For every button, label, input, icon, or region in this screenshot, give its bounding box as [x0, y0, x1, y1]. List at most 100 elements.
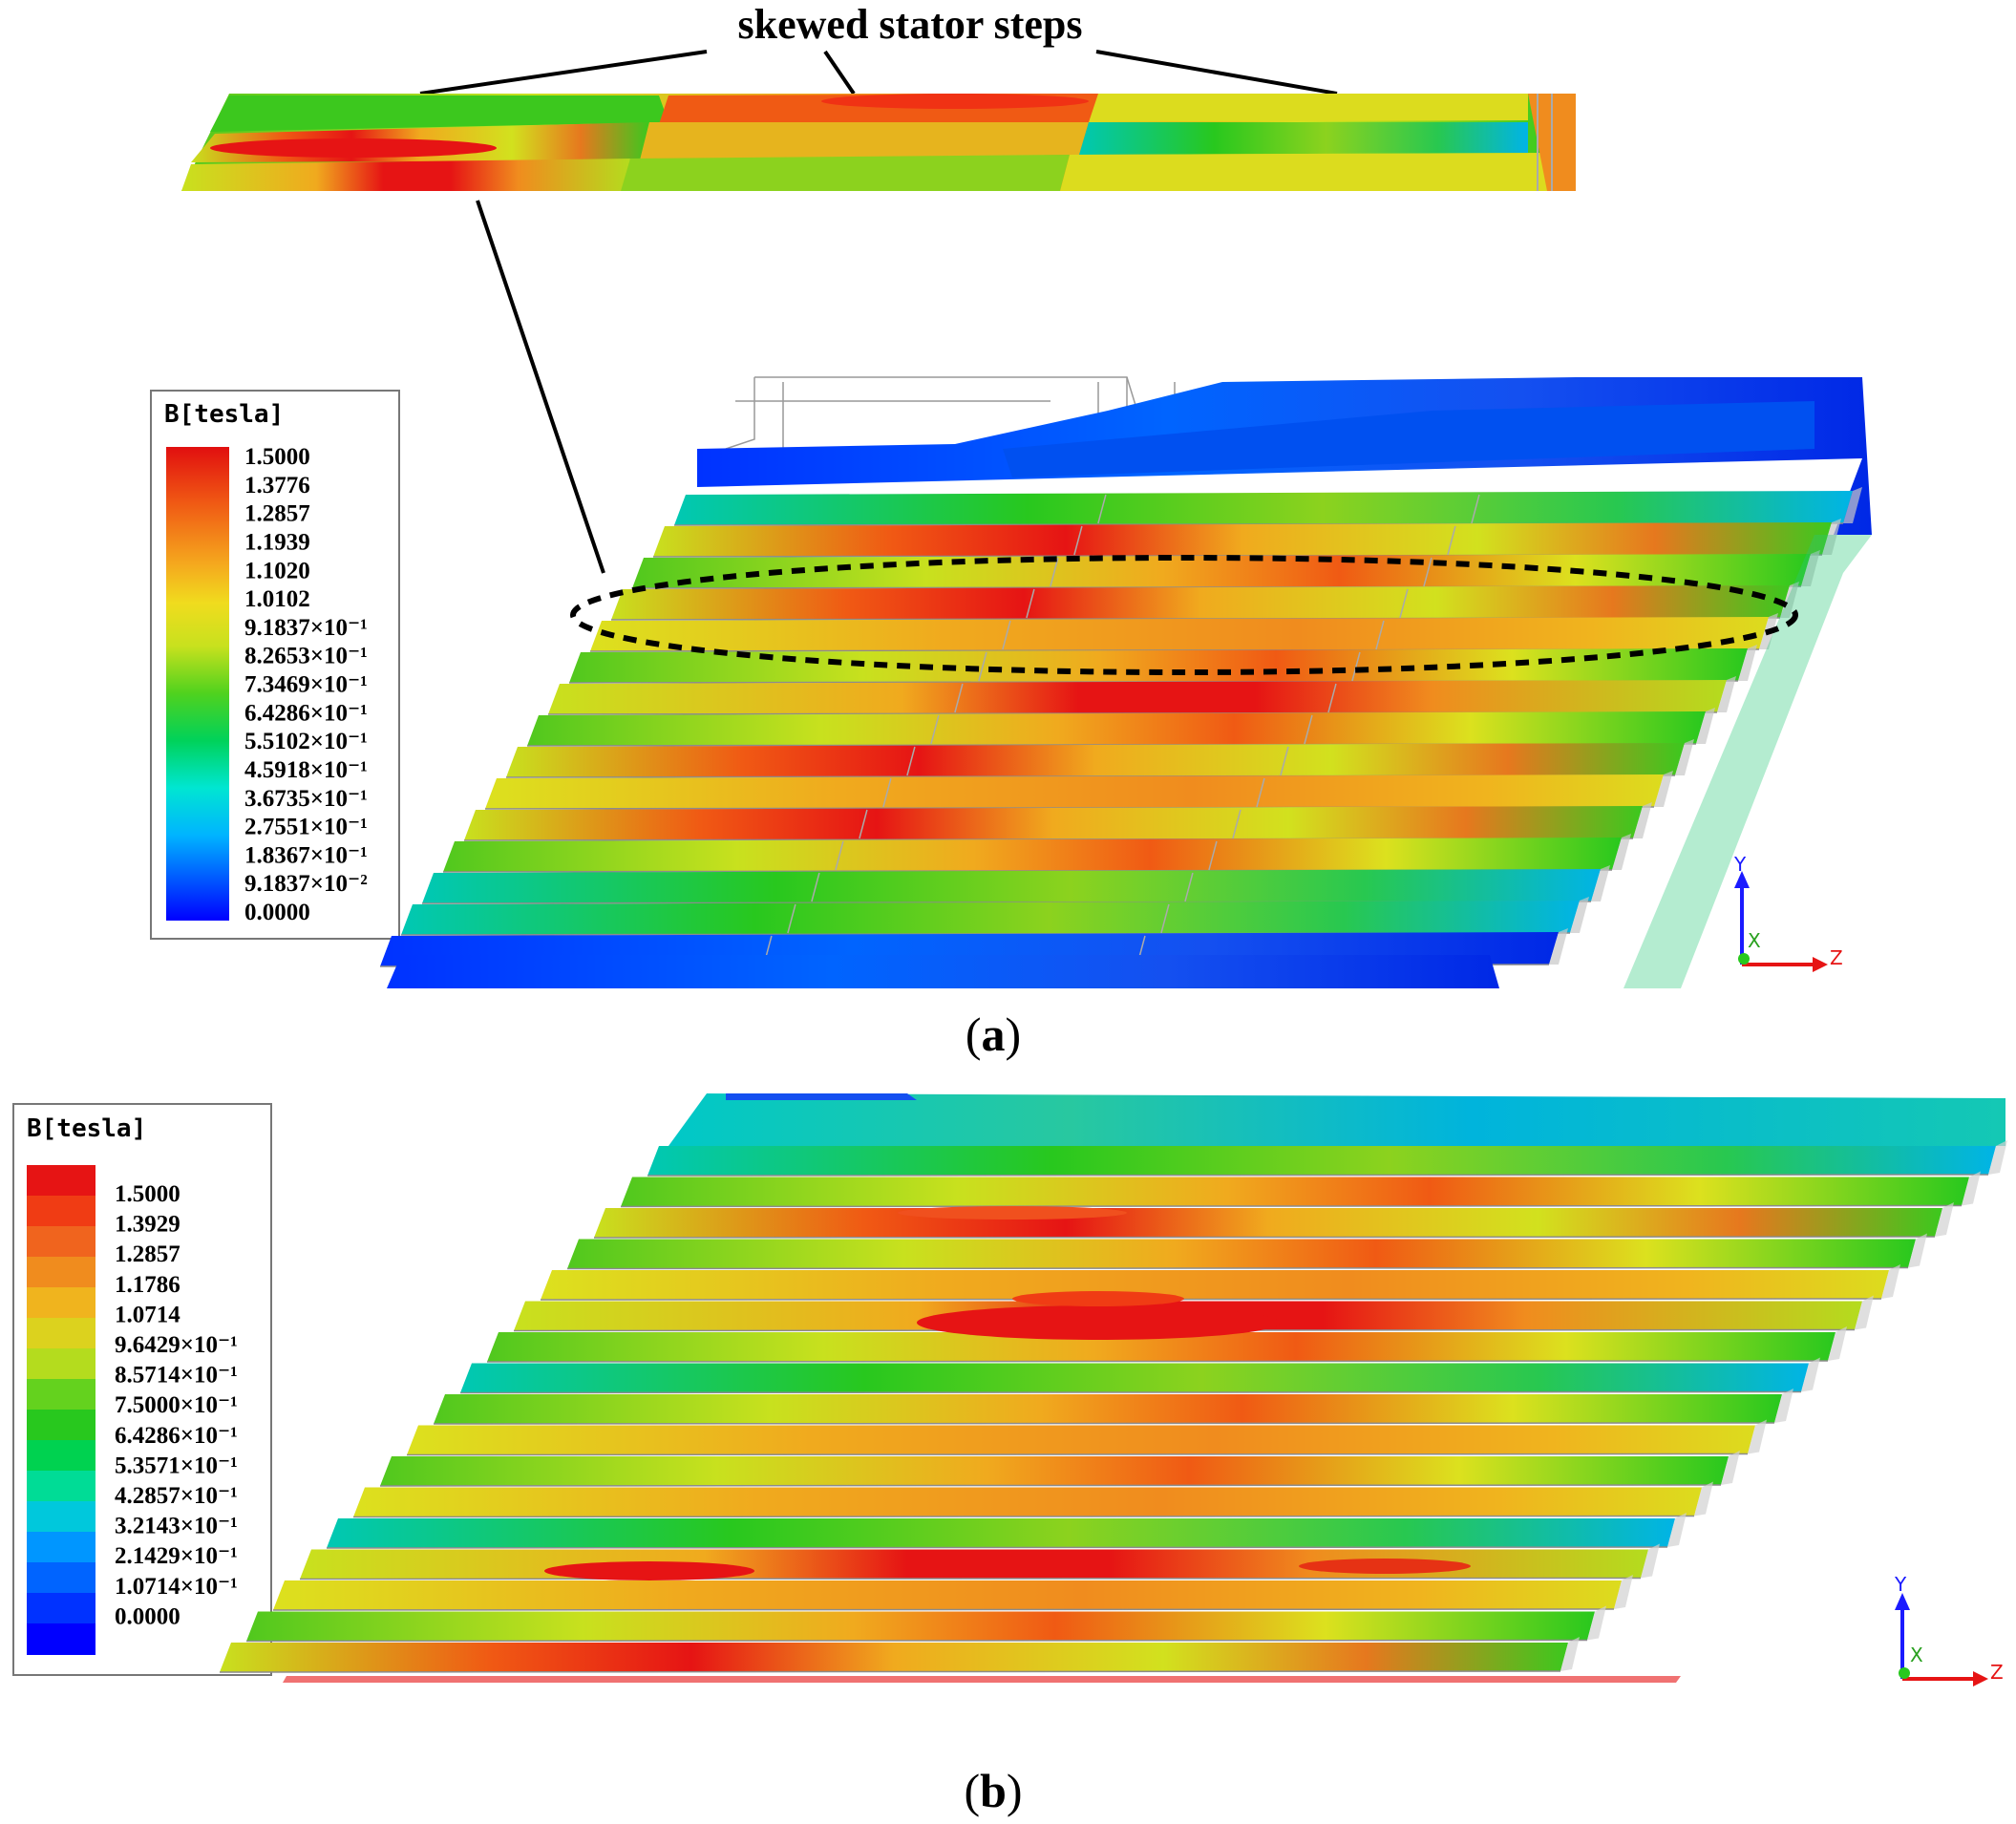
- stator-row-b: [407, 1425, 1755, 1455]
- stator-row-a: [653, 522, 1832, 557]
- legend-a-label: 3.6735×10⁻¹: [244, 786, 368, 812]
- stator-row-b: [380, 1456, 1729, 1486]
- axis-a-y: Y: [1733, 853, 1747, 876]
- stator-row-a: [401, 901, 1580, 935]
- legend-b-band: [27, 1532, 95, 1563]
- stator-row-b: [434, 1394, 1782, 1424]
- caption-a: (a): [966, 1007, 1021, 1061]
- zoom-inset: [181, 94, 1576, 191]
- legend-a-label: 9.1837×10⁻²: [244, 871, 368, 897]
- stator-row-a: [590, 617, 1769, 651]
- stator-row-a: [422, 869, 1601, 903]
- legend-b-label: 1.2857: [115, 1241, 180, 1267]
- caption-b: (b): [964, 1764, 1022, 1817]
- axis-a-x: X: [1748, 929, 1761, 952]
- hotspot-b: [917, 1305, 1280, 1340]
- stator-row-a: [674, 491, 1853, 525]
- legend-b-band: [27, 1593, 95, 1624]
- legend-b-band: [27, 1196, 95, 1227]
- legend-b-band: [27, 1287, 95, 1319]
- legend-b-label: 1.0714: [115, 1302, 180, 1327]
- legend-b-label: 2.1429×10⁻¹: [115, 1543, 238, 1569]
- legend-a-label: 8.2653×10⁻¹: [244, 644, 368, 669]
- legend-a-label: 1.8367×10⁻¹: [244, 842, 368, 868]
- legend-b: B[tesla] 1.5000 1.3929 1.2857 1.1786 1.0714 9…: [12, 1103, 272, 1676]
- legend-a-label: 1.3776: [244, 473, 310, 498]
- legend-b-label: 1.1786: [115, 1272, 180, 1298]
- legend-b-band: [27, 1471, 95, 1502]
- model-b: [219, 1093, 2007, 1683]
- legend-b-label: 7.5000×10⁻¹: [115, 1392, 238, 1418]
- legend-a-label: 7.3469×10⁻¹: [244, 672, 368, 698]
- stator-row-b: [246, 1611, 1595, 1642]
- highlight-ellipse: [570, 555, 1798, 675]
- legend-a-label: 6.4286×10⁻¹: [244, 700, 368, 726]
- stator-row-b: [621, 1177, 1969, 1207]
- legend-b-band: [27, 1257, 95, 1288]
- legend-a-label: 1.2857: [244, 501, 310, 527]
- stator-row-b: [353, 1487, 1702, 1517]
- legend-b-band: [27, 1348, 95, 1380]
- stator-row-b: [220, 1643, 1568, 1672]
- stator-row-b: [487, 1332, 1836, 1362]
- legend-a-colorbar: [166, 447, 229, 921]
- stator-row-a: [611, 585, 1790, 620]
- legend-b-label: 4.2857×10⁻¹: [115, 1483, 238, 1509]
- legend-b-band: [27, 1623, 95, 1655]
- legend-b-label: 1.0714×10⁻¹: [115, 1574, 238, 1600]
- model-a: [379, 376, 1872, 988]
- legend-b-label: 1.5000: [115, 1181, 180, 1207]
- stator-row-b: [647, 1146, 1996, 1176]
- legend-b-title: B[tesla]: [27, 1114, 146, 1143]
- legend-a-label: 0.0000: [244, 900, 310, 925]
- axis-triad-a: Y X Z: [1733, 853, 1843, 972]
- legend-a-label: 4.5918×10⁻¹: [244, 757, 368, 783]
- axis-b-z: Z: [1990, 1661, 2004, 1684]
- axis-triad-b: Y X Z: [1894, 1573, 2004, 1686]
- stator-row-a: [485, 774, 1664, 809]
- legend-a-label: 1.1020: [244, 558, 310, 583]
- legend-a-label: 2.7551×10⁻¹: [244, 815, 368, 840]
- stator-row-b: [273, 1580, 1622, 1610]
- stator-row-a: [443, 838, 1622, 872]
- stator-row-b: [460, 1363, 1809, 1393]
- legend-b-band: [27, 1226, 95, 1258]
- legend-b-band: [27, 1562, 95, 1594]
- legend-b-label: 6.4286×10⁻¹: [115, 1423, 238, 1449]
- stator-row-b: [567, 1239, 1916, 1269]
- legend-b-band: [27, 1440, 95, 1472]
- legend-a: B[tesla] 1.50001.37761.28571.19391.10201…: [150, 390, 400, 940]
- axis-b-x: X: [1910, 1644, 1923, 1666]
- stator-row-a: [632, 554, 1811, 588]
- legend-a-label: 1.1939: [244, 529, 310, 555]
- legend-b-label: 3.2143×10⁻¹: [115, 1514, 238, 1539]
- legend-a-label: 5.5102×10⁻¹: [244, 729, 368, 754]
- callout-leader-lines: [419, 50, 1338, 574]
- legend-a-label: 9.1837×10⁻¹: [244, 615, 368, 641]
- legend-b-band: [27, 1379, 95, 1410]
- legend-b-band: [27, 1501, 95, 1533]
- legend-b-label: 8.5714×10⁻¹: [115, 1363, 238, 1389]
- stator-row-a: [506, 743, 1685, 777]
- legend-b-label: 9.6429×10⁻¹: [115, 1332, 238, 1358]
- legend-b-label: 1.3929: [115, 1212, 180, 1238]
- legend-b-band: [27, 1165, 95, 1197]
- legend-a-label: 1.0102: [244, 586, 310, 612]
- stator-row-b: [594, 1208, 1942, 1238]
- stator-row-a: [527, 711, 1706, 746]
- legend-b-label: 0.0000: [115, 1603, 180, 1629]
- legend-b-label: 5.3571×10⁻¹: [115, 1453, 238, 1478]
- callout-label: skewed stator steps: [738, 1, 1083, 48]
- stator-base-a: [387, 955, 1499, 988]
- legend-a-label: 1.5000: [244, 444, 310, 470]
- stator-row-a: [569, 648, 1748, 683]
- legend-b-labels: 1.5000 1.3929 1.2857 1.1786 1.0714 9.6429×10⁻…: [115, 1181, 238, 1629]
- legend-b-colorbar: [27, 1165, 95, 1655]
- axis-b-y: Y: [1894, 1573, 1907, 1596]
- axis-a-z: Z: [1830, 946, 1843, 969]
- stator-row-b: [327, 1518, 1675, 1548]
- stator-row-a: [548, 680, 1727, 714]
- stator-row-b: [541, 1270, 1889, 1300]
